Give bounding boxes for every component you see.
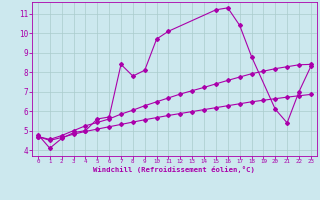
X-axis label: Windchill (Refroidissement éolien,°C): Windchill (Refroidissement éolien,°C) — [93, 166, 255, 173]
